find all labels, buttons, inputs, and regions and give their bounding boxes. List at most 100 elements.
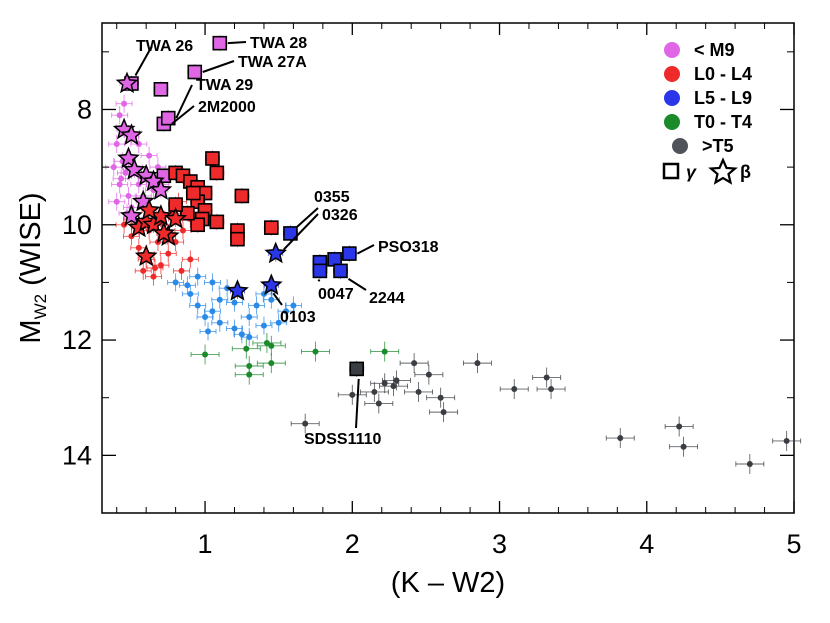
annot-twa28: TWA 28 (250, 35, 307, 52)
T-late-field-point (426, 387, 456, 408)
L-early-field-point (146, 259, 164, 277)
marker-square (190, 217, 206, 233)
L-late-field-point (189, 296, 207, 315)
young-M-beta-point (120, 123, 143, 146)
annot-twa27a: TWA 27A (238, 54, 307, 71)
marker-dot (253, 302, 260, 309)
young-L-late-beta-point (264, 241, 288, 264)
L-late-field-point (226, 319, 243, 338)
T-early-field-point (256, 353, 286, 374)
T-early-field-point (256, 335, 286, 356)
L-early-field-point (159, 244, 177, 263)
marker-dot (783, 437, 790, 444)
L-early-field-point (122, 227, 140, 246)
leader-line (202, 60, 235, 73)
T-late-field-point (462, 353, 492, 374)
marker-dot (194, 302, 201, 309)
marker-dot (202, 351, 209, 358)
marker-star (149, 178, 173, 200)
young-L-early-gamma-point (185, 185, 201, 202)
L-late-field-point (203, 273, 221, 292)
marker-dot (216, 296, 223, 303)
young-L-early-beta-point (137, 198, 161, 220)
M-field-point (140, 146, 158, 165)
leader-line (134, 45, 153, 77)
y-axis-title-main: M (15, 319, 47, 343)
marker-dot (543, 374, 550, 381)
young-L-early-beta-point (164, 207, 187, 229)
leader-line (295, 207, 319, 229)
L-early-field-point (173, 261, 190, 280)
young-M-gamma-point (187, 64, 203, 80)
marker-star (137, 198, 161, 220)
marker-dot (165, 250, 172, 257)
marker-dot (140, 267, 147, 274)
young-L-early-gamma-point (234, 187, 250, 204)
legend-label-t-late: >T5 (702, 136, 734, 156)
L-late-field-point (199, 322, 217, 341)
marker-dot (113, 141, 120, 148)
young-L-late-beta-point (226, 279, 249, 301)
marker-dot (548, 386, 555, 393)
young-L-early-gamma-point (168, 196, 184, 213)
T-late-field-point (414, 364, 444, 385)
marker-dot (393, 377, 400, 384)
legend-swatch-m (664, 42, 680, 58)
T-late-field-point (290, 413, 320, 434)
x-tick-label: 5 (786, 529, 801, 559)
legend-label-l-early: L0 - L4 (694, 64, 752, 84)
T-early-field-point (231, 338, 261, 359)
marker-star (264, 241, 288, 264)
T-late-field-point (404, 381, 434, 402)
marker-dot (187, 290, 194, 297)
L-late-field-point (196, 308, 214, 326)
T-late-field-point (669, 436, 699, 457)
marker-dot (680, 443, 687, 450)
T-late-field-point (337, 384, 367, 405)
marker-dot (172, 279, 179, 286)
leader-line (227, 41, 247, 45)
marker-square (153, 81, 169, 97)
data-points (105, 35, 802, 474)
leader-line (317, 279, 321, 282)
marker-dot (178, 267, 185, 274)
annot-2244: 2244 (369, 290, 405, 307)
y-tick-label: 14 (62, 440, 92, 470)
young-M-beta-point (115, 71, 139, 94)
marker-dot (302, 420, 309, 427)
marker-square (209, 214, 225, 230)
marker-star (259, 273, 283, 295)
T-early-field-point (234, 356, 264, 376)
young-L-early-beta-point (152, 221, 176, 244)
marker-dot (746, 461, 753, 467)
marker-square (160, 110, 176, 126)
L-late-field-point (211, 290, 229, 309)
marker-star (152, 221, 176, 244)
marker-dot (116, 181, 123, 188)
y-axis-title-sub: W2 (31, 294, 50, 320)
marker-dot (437, 394, 444, 401)
legend-star-marker (708, 157, 738, 185)
leader-line (356, 244, 375, 255)
marker-square (212, 35, 228, 51)
young-L-late-gamma-point (283, 225, 298, 242)
marker-dot (411, 360, 418, 367)
L-late-field-point (167, 273, 185, 292)
y-tick-label: 12 (62, 325, 92, 355)
marker-dot (243, 345, 250, 352)
leader-line (175, 84, 193, 119)
marker-dot (415, 388, 422, 395)
marker-dot (381, 380, 388, 387)
young-L-late-gamma-point (312, 262, 328, 279)
annot-0326: 0326 (322, 207, 358, 224)
marker-dot (474, 360, 481, 367)
legend-swatch-l-late (664, 90, 680, 106)
T-early-field-point (301, 341, 330, 362)
legend-label-l-late: L5 - L9 (694, 88, 752, 108)
marker-square (264, 220, 279, 235)
L-late-field-point (189, 267, 207, 286)
x-tick-label: 1 (198, 529, 213, 559)
young-M-beta-point (149, 178, 173, 200)
L-late-field-point (240, 328, 258, 347)
